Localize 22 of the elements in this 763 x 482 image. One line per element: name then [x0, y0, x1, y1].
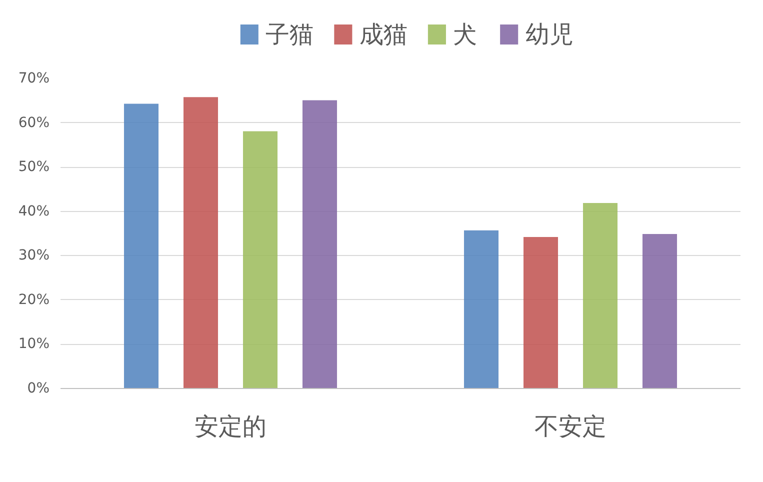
- y-tick-label: 50%: [18, 159, 50, 176]
- y-tick-label: 70%: [18, 70, 50, 86]
- bar: [302, 100, 338, 388]
- bar: [582, 202, 618, 388]
- y-tick-label: 30%: [18, 248, 50, 264]
- y-tick-label: 20%: [18, 292, 50, 308]
- x-tick-label: 不安定: [534, 412, 606, 440]
- x-tick-label: 安定的: [194, 412, 266, 440]
- bar: [183, 97, 218, 388]
- bar: [523, 237, 558, 388]
- y-tick-label: 0%: [27, 380, 50, 396]
- legend-label: 子猫: [266, 20, 314, 48]
- bar: [642, 234, 678, 388]
- y-tick-label: 40%: [18, 203, 50, 220]
- bar: [242, 131, 278, 388]
- legend-label: 幼児: [525, 20, 574, 48]
- y-tick-label: 60%: [18, 114, 50, 131]
- bar: [464, 230, 499, 388]
- bar: [124, 104, 159, 388]
- y-tick-label: 10%: [18, 336, 50, 352]
- legend-label: 犬: [453, 20, 478, 48]
- legend-label: 成猫: [359, 20, 408, 48]
